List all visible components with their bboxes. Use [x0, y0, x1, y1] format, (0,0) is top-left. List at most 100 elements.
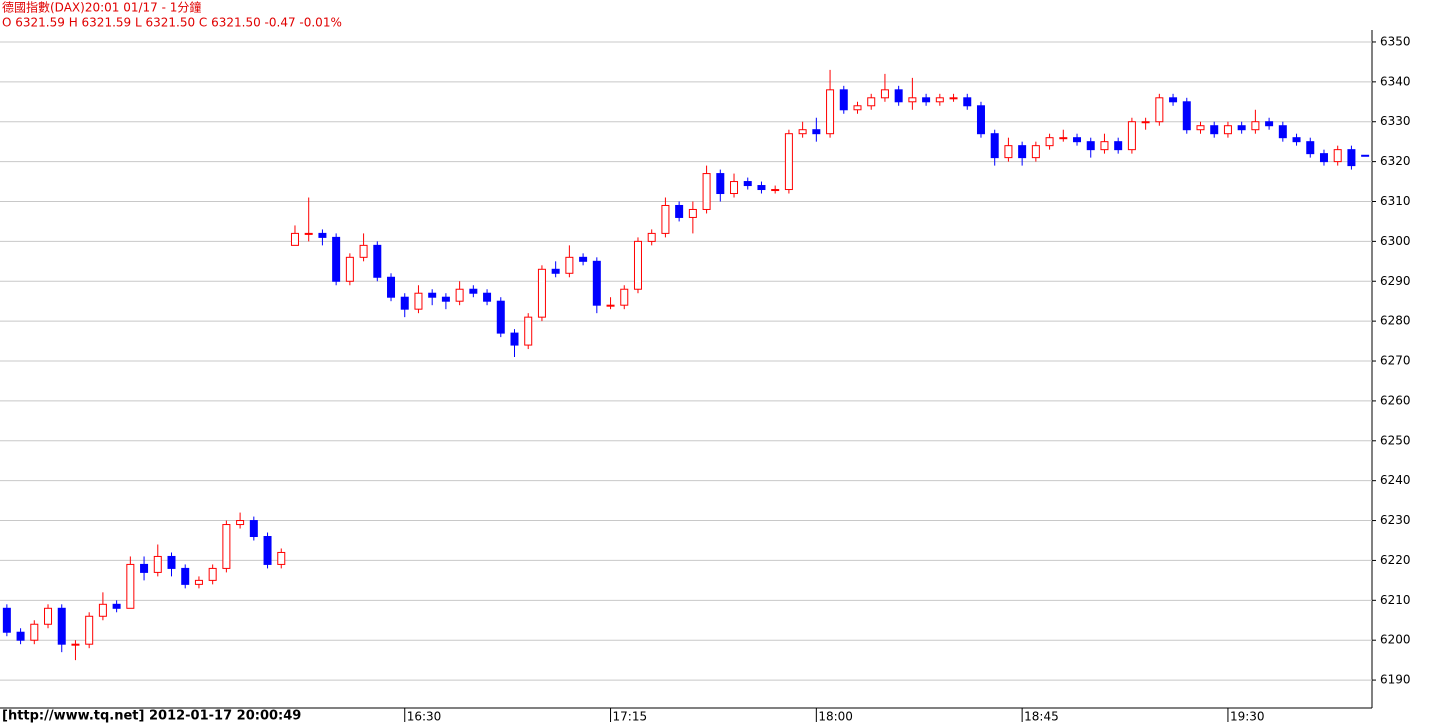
- candle-body: [414, 292, 423, 310]
- candle-body: [483, 292, 492, 302]
- candle-body: [798, 129, 807, 135]
- candle-body: [702, 173, 711, 210]
- candle-body: [1347, 149, 1356, 167]
- y-tick-label: 6220: [1380, 553, 1411, 567]
- y-tick-label: 6300: [1380, 234, 1411, 248]
- y-tick-label: 6190: [1380, 673, 1411, 687]
- candle-body: [1169, 97, 1178, 103]
- candle-body: [1004, 145, 1013, 159]
- candle-body: [935, 97, 944, 103]
- candle-body: [236, 520, 245, 526]
- candle-body: [153, 555, 162, 573]
- candle-body: [565, 256, 574, 274]
- candle-body: [1306, 141, 1315, 155]
- candle-body: [1073, 137, 1082, 143]
- candle-body: [98, 603, 107, 617]
- candle-body: [606, 304, 615, 307]
- candle-body: [1086, 141, 1095, 151]
- candle-body: [867, 97, 876, 107]
- candle-body: [922, 97, 931, 103]
- candle-body: [880, 89, 889, 99]
- y-tick-label: 6270: [1380, 354, 1411, 368]
- candle-body: [194, 579, 203, 585]
- candle-body: [71, 643, 80, 646]
- chart-subtitle: O 6321.59 H 6321.59 L 6321.50 C 6321.50 …: [2, 16, 342, 30]
- candle-body: [675, 204, 684, 218]
- candle-body: [30, 623, 39, 641]
- candle-body: [1141, 121, 1150, 124]
- candle-body: [359, 244, 368, 258]
- candle-body: [57, 607, 66, 645]
- candle-body: [345, 256, 354, 282]
- y-tick-label: 6290: [1380, 274, 1411, 288]
- candle-body: [1100, 141, 1109, 151]
- candle-body: [496, 300, 505, 334]
- candle-body: [524, 316, 533, 346]
- candle-body: [1127, 121, 1136, 151]
- candle-body: [1182, 101, 1191, 131]
- candle-body: [1155, 97, 1164, 123]
- candle-body: [1292, 137, 1301, 143]
- candle-body: [304, 232, 313, 235]
- candle-body: [647, 232, 656, 242]
- candle-body: [2, 607, 11, 633]
- candle-body: [853, 105, 862, 111]
- x-tick-label: 17:15: [613, 710, 648, 724]
- candle-body: [455, 288, 464, 302]
- candle-body: [990, 133, 999, 159]
- candle-body: [332, 236, 341, 282]
- candle-body: [551, 268, 560, 274]
- candle-body: [1265, 121, 1274, 127]
- candle-body: [387, 276, 396, 298]
- candle-body: [537, 268, 546, 318]
- candle-body: [949, 97, 958, 100]
- candle-body: [716, 173, 725, 195]
- y-tick-label: 6280: [1380, 314, 1411, 328]
- candle-body: [1361, 154, 1370, 157]
- candle-body: [469, 288, 478, 294]
- candle-body: [1278, 125, 1287, 139]
- candle-body: [1223, 125, 1232, 135]
- candle-body: [373, 244, 382, 278]
- y-tick-label: 6240: [1380, 473, 1411, 487]
- candle-body: [400, 296, 409, 310]
- y-tick-label: 6230: [1380, 513, 1411, 527]
- candle-body: [85, 615, 94, 645]
- candle-body: [730, 181, 739, 195]
- candle-body: [743, 181, 752, 187]
- y-tick-label: 6310: [1380, 194, 1411, 208]
- x-tick-label: 18:00: [818, 710, 853, 724]
- candle-body: [688, 208, 697, 218]
- y-tick-label: 6260: [1380, 393, 1411, 407]
- candle-body: [1114, 141, 1123, 151]
- candle-body: [249, 520, 258, 538]
- candle-body: [263, 536, 272, 565]
- y-tick-label: 6250: [1380, 433, 1411, 447]
- candle-body: [976, 105, 985, 135]
- candle-body: [181, 567, 190, 585]
- candle-body: [126, 563, 135, 609]
- candle-body: [633, 240, 642, 290]
- candle-body: [894, 89, 903, 103]
- candle-body: [579, 256, 588, 262]
- y-tick-label: 6350: [1380, 34, 1411, 48]
- candle-body: [1210, 125, 1219, 135]
- candle-body: [140, 563, 149, 573]
- candle-body: [1059, 137, 1068, 140]
- candle-body: [1237, 125, 1246, 131]
- candle-body: [1319, 153, 1328, 163]
- candle-body: [812, 129, 821, 135]
- candle-body: [1333, 149, 1342, 163]
- candle-body: [318, 232, 327, 238]
- y-tick-label: 6320: [1380, 154, 1411, 168]
- candle-body: [428, 292, 437, 298]
- candle-body: [1196, 125, 1205, 131]
- candle-body: [167, 555, 176, 569]
- candle-body: [1018, 145, 1027, 159]
- candle-body: [44, 607, 53, 625]
- candle-body: [16, 631, 25, 641]
- candle-body: [826, 89, 835, 135]
- footer: [http://www.tq.net] 2012-01-17 20:00:49: [2, 709, 301, 724]
